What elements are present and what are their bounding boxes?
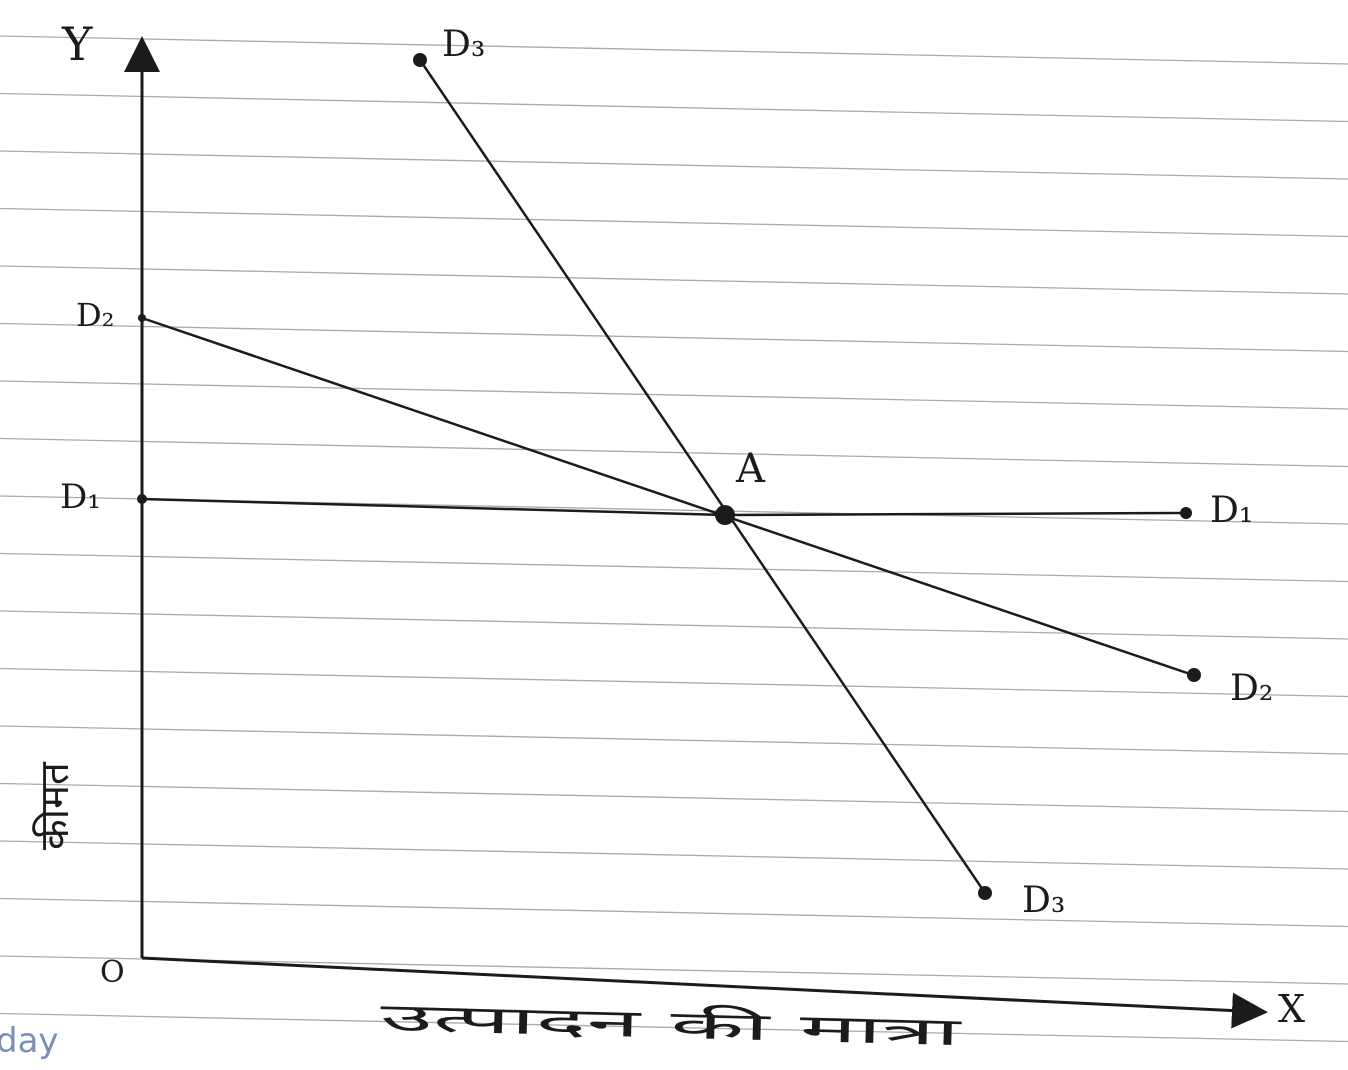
ruled-lines: [0, 35, 1348, 1043]
d3-end-label: D₃: [1022, 880, 1065, 921]
y-axis-letter: Y: [61, 17, 93, 71]
d2-end-dot: [1187, 668, 1201, 682]
ruled-line: [0, 437, 1348, 468]
ruled-line: [0, 92, 1348, 123]
d3-start-dot: [413, 53, 427, 67]
curve-d1-right: [724, 511, 1187, 517]
ruled-line: [0, 725, 1348, 755]
ruled-line: [0, 610, 1348, 640]
ruled-line: [0, 1012, 1348, 1043]
ruled-line: [0, 207, 1348, 238]
x-axis-letter: X: [1278, 987, 1305, 1031]
intersection-point: [715, 505, 735, 525]
x-axis-title: उत्पादन की मात्रा: [380, 995, 964, 1054]
ruled-line: [0, 322, 1348, 353]
ruled-line: [0, 150, 1348, 180]
ruled-line: [0, 265, 1348, 295]
d2-start-dot: [138, 314, 146, 322]
ruled-line: [0, 897, 1348, 928]
curve-d3: [418, 59, 987, 894]
d3-end-dot: [978, 886, 992, 900]
curve-d1-left: [141, 497, 726, 517]
ruled-line: [0, 380, 1348, 410]
x-axis: [141, 956, 1268, 1029]
d1-end-dot: [1180, 507, 1192, 519]
d1-start-dot: [137, 494, 147, 504]
d1-start-label: D₁: [60, 477, 101, 517]
d2-start-label: D₂: [76, 296, 114, 334]
intersection-label: A: [735, 446, 766, 492]
ruled-line: [0, 667, 1348, 698]
d3-start-label: D₃: [442, 24, 485, 65]
ruled-line: [0, 782, 1348, 813]
y-axis-title: कीमत: [32, 761, 78, 850]
origin-label: O: [100, 955, 125, 990]
notebook-footer-text: day: [0, 1021, 59, 1061]
ruled-line: [0, 552, 1348, 583]
ruled-line: [0, 35, 1348, 65]
d2-end-label: D₂: [1230, 668, 1273, 709]
curve-d2: [141, 316, 1197, 678]
ruled-line: [0, 840, 1348, 870]
d1-end-label: D₁: [1210, 490, 1253, 531]
